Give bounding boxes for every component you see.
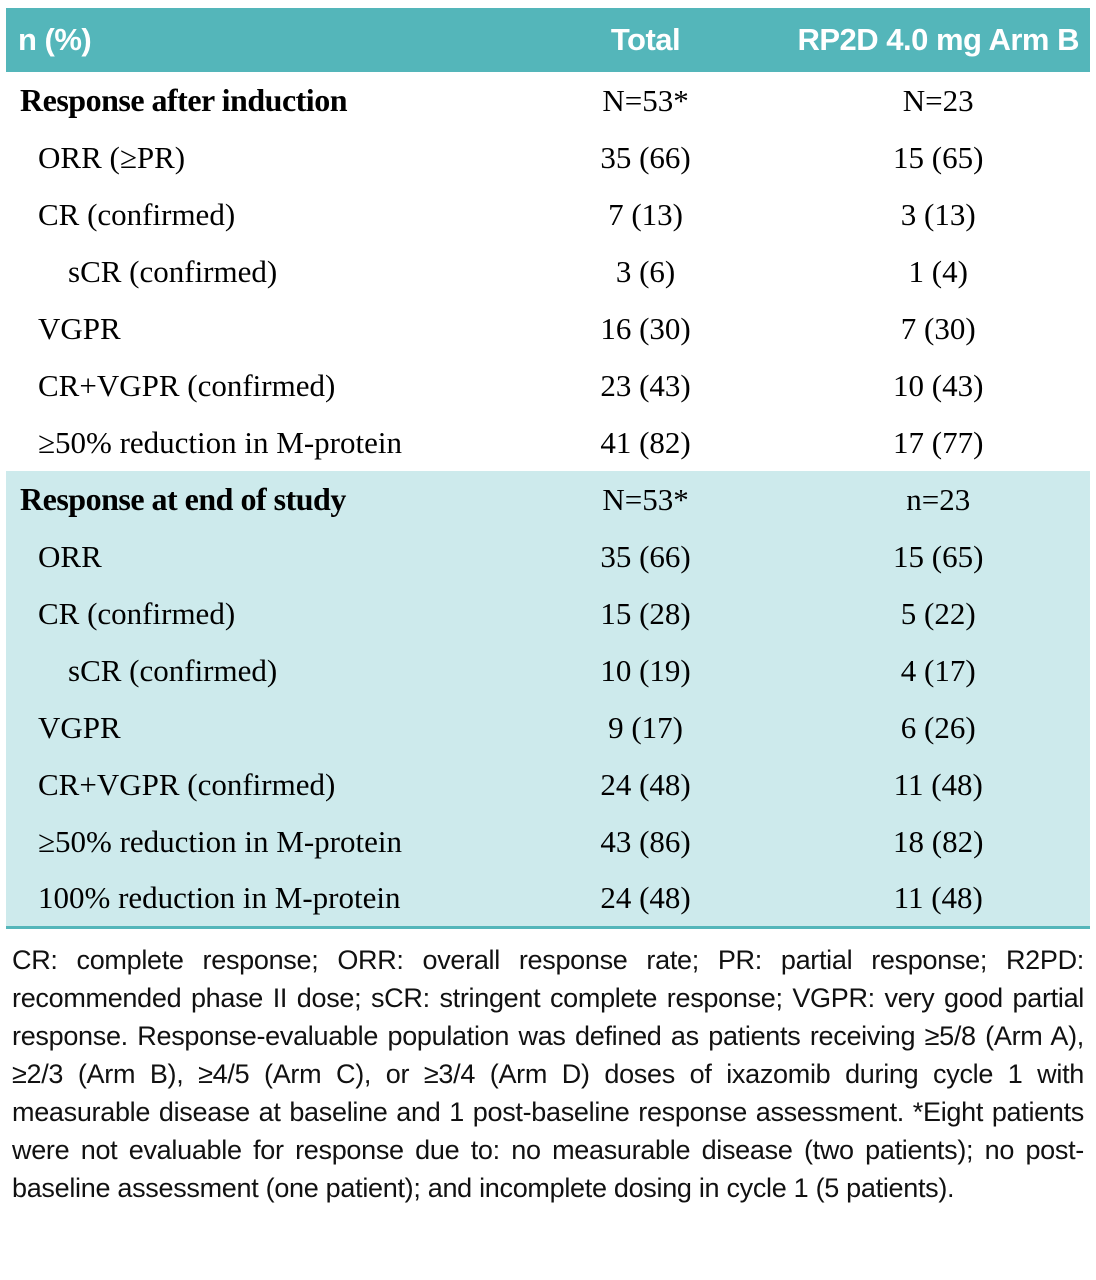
row-label: VGPR xyxy=(38,709,121,745)
row-label: CR (confirmed) xyxy=(38,196,236,232)
section-title-row: Response at end of study N=53* n=23 xyxy=(6,471,1090,528)
row-total-value: 43 (86) xyxy=(600,823,691,859)
row-arm-value: 11 (48) xyxy=(893,766,983,802)
row-total-value: 24 (48) xyxy=(600,766,691,802)
header-total: Total xyxy=(504,8,787,72)
row-total-value: 35 (66) xyxy=(600,538,691,574)
row-label: ≥50% reduction in M-protein xyxy=(38,823,402,859)
row-total-value: 35 (66) xyxy=(600,139,691,175)
row-total-value: 24 (48) xyxy=(600,879,691,915)
row-label: CR+VGPR (confirmed) xyxy=(38,766,336,802)
header-n-percent: n (%) xyxy=(6,8,505,72)
row-total-value: 3 (6) xyxy=(615,253,676,289)
row-label: CR+VGPR (confirmed) xyxy=(38,367,336,403)
table-row: 100% reduction in M-protein 24 (48) 11 (48… xyxy=(6,870,1090,927)
row-label: ORR xyxy=(38,538,102,574)
row-arm-value: 15 (65) xyxy=(893,139,984,175)
row-arm-value: 1 (4) xyxy=(908,253,968,289)
table-row: ORR 35 (66) 15 (65) xyxy=(6,528,1090,585)
table-row: ≥50% reduction in M-protein 41 (82) 17 (77… xyxy=(6,414,1090,471)
row-total-value: 41 (82) xyxy=(600,424,691,460)
row-arm-value: 17 (77) xyxy=(893,424,984,460)
table-row: CR (confirmed) 15 (28) 5 (22) xyxy=(6,585,1090,642)
row-arm-value: 11 (48) xyxy=(893,879,983,915)
table-body: Response after induction N=53* N=23 ORR (≥P… xyxy=(6,72,1090,927)
response-table: n (%) Total RP2D 4.0 mg Arm B Response a… xyxy=(6,8,1090,929)
row-label: ORR (≥PR) xyxy=(38,139,186,175)
table-row: sCR (confirmed) 10 (19) 4 (17) xyxy=(6,642,1090,699)
table-row: sCR (confirmed) 3 (6) 1 (4) xyxy=(6,243,1090,300)
section-title-row: Response after induction N=53* N=23 xyxy=(6,72,1090,129)
row-total-value: 7 (13) xyxy=(608,196,683,232)
row-arm-value: 15 (65) xyxy=(893,538,984,574)
row-total-value: 10 (19) xyxy=(600,652,691,688)
row-arm-value: 4 (17) xyxy=(900,652,976,688)
section-title: Response after induction xyxy=(20,82,347,118)
row-label: sCR (confirmed) xyxy=(68,652,278,688)
table-row: ≥50% reduction in M-protein 43 (86) 18 (82… xyxy=(6,813,1090,870)
header-rp2d-arm-b: RP2D 4.0 mg Arm B xyxy=(786,8,1090,72)
section-arm-n: n=23 xyxy=(906,481,971,517)
row-total-value: 15 (28) xyxy=(600,595,691,631)
table-head: n (%) Total RP2D 4.0 mg Arm B xyxy=(6,8,1090,72)
row-arm-value: 3 (13) xyxy=(900,196,976,232)
row-total-value: 16 (30) xyxy=(600,310,691,346)
row-arm-value: 5 (22) xyxy=(900,595,976,631)
table-row: VGPR 9 (17) 6 (26) xyxy=(6,699,1090,756)
row-label: 100% reduction in M-protein xyxy=(38,879,401,915)
row-label: sCR (confirmed) xyxy=(68,253,278,289)
table-footnote: CR: complete response; ORR: overall resp… xyxy=(12,944,1084,1203)
table-row: ORR (≥PR) 35 (66) 15 (65) xyxy=(6,129,1090,186)
row-label: CR (confirmed) xyxy=(38,595,236,631)
row-total-value: 23 (43) xyxy=(600,367,691,403)
section-total-n: N=53* xyxy=(602,82,689,118)
section-title: Response at end of study xyxy=(20,481,346,517)
table-row: CR (confirmed) 7 (13) 3 (13) xyxy=(6,186,1090,243)
section-arm-n: N=23 xyxy=(902,82,974,118)
section-total-n: N=53* xyxy=(602,481,689,517)
table-row: CR+VGPR (confirmed) 23 (43) 10 (43) xyxy=(6,357,1090,414)
row-arm-value: 6 (26) xyxy=(900,709,976,745)
row-arm-value: 7 (30) xyxy=(900,310,976,346)
table-row: CR+VGPR (confirmed) 24 (48) 11 (48) xyxy=(6,756,1090,813)
row-total-value: 9 (17) xyxy=(608,709,683,745)
table-header-row: n (%) Total RP2D 4.0 mg Arm B xyxy=(6,8,1090,72)
row-arm-value: 18 (82) xyxy=(893,823,984,859)
row-label: ≥50% reduction in M-protein xyxy=(38,424,402,460)
table-row: VGPR 16 (30) 7 (30) xyxy=(6,300,1090,357)
row-label: VGPR xyxy=(38,310,121,346)
row-arm-value: 10 (43) xyxy=(893,367,984,403)
